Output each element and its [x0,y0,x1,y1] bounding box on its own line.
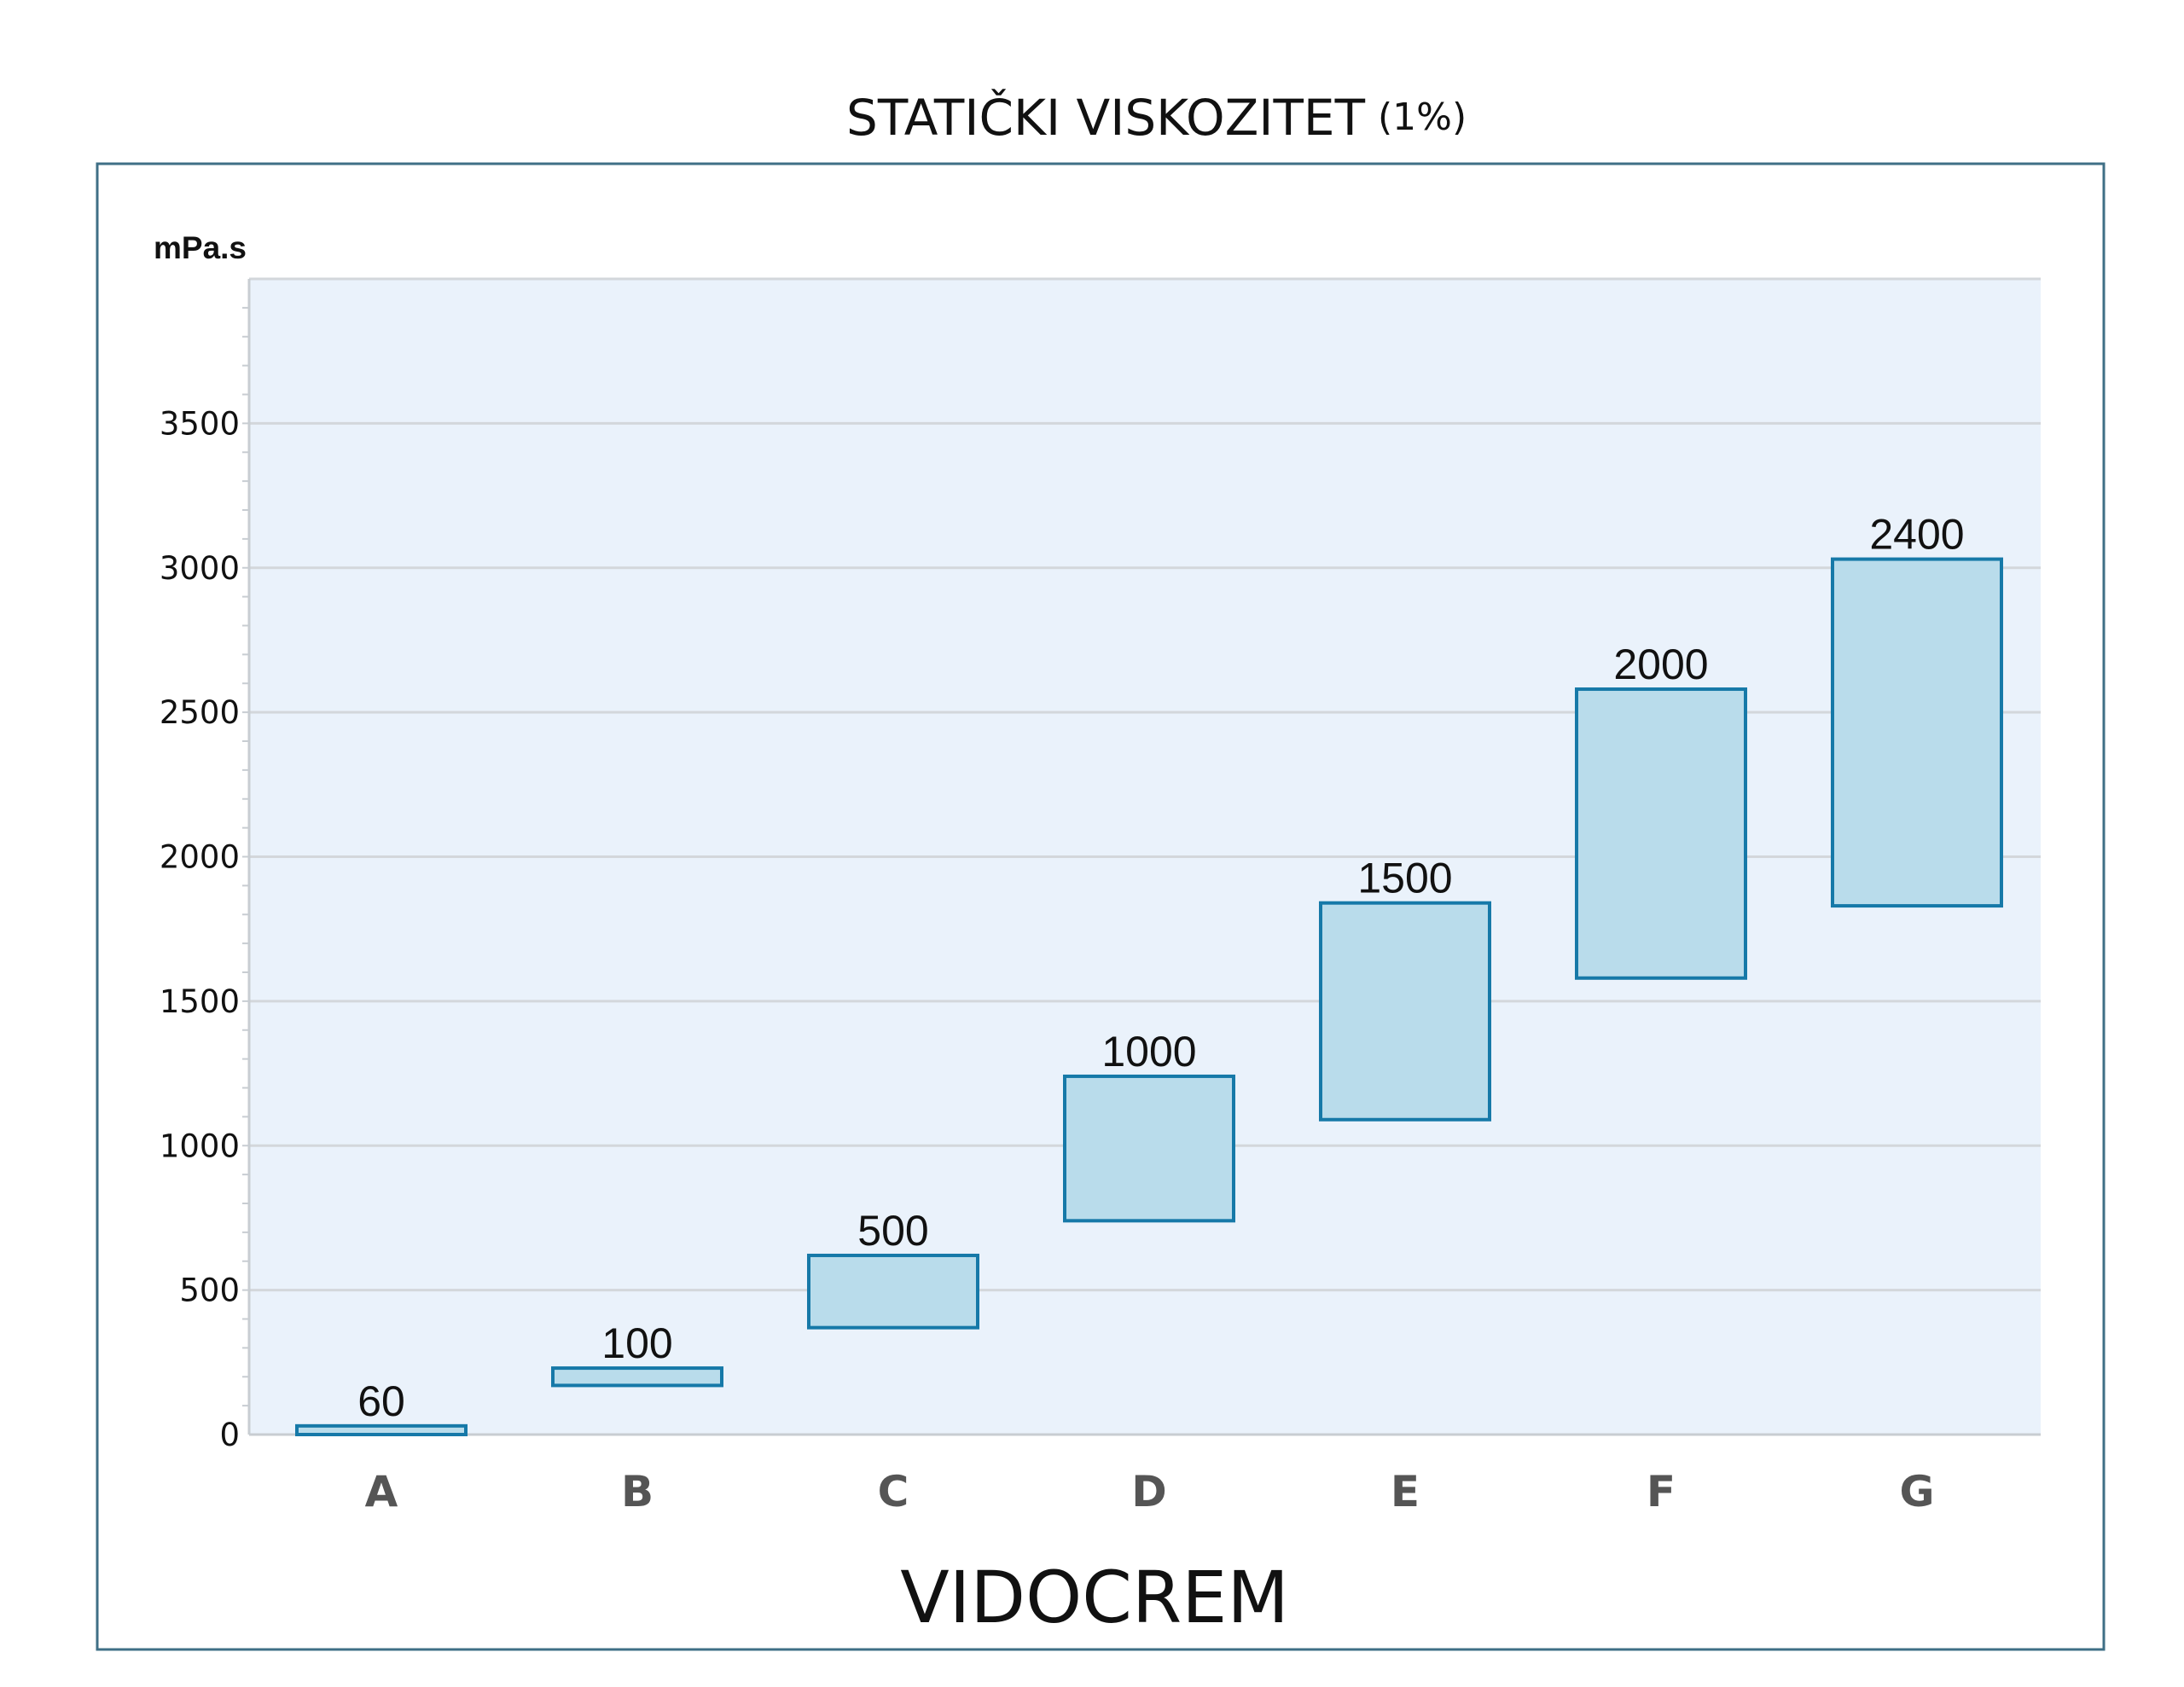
bar [551,1366,723,1388]
y-axis-minor-ticks [242,306,249,1407]
y-tick-label: 2500 [160,694,240,731]
bar [1319,901,1491,1122]
bar-value-label: 100 [601,1319,672,1367]
x-axis-title: VIDOCREM [900,1556,1289,1639]
chart-title: STATIČKI VISKOZITET [846,88,1366,147]
x-tick-label: C [878,1467,909,1516]
bar [295,1423,468,1437]
bar-value-label: 2000 [1613,641,1708,688]
x-tick-label: B [621,1467,653,1516]
bars [295,557,2003,1437]
x-tick-label: E [1391,1467,1420,1516]
grid-lines [249,277,2041,1292]
x-tick-label: F [1647,1467,1676,1516]
x-tick-label: D [1131,1467,1167,1516]
bar-value-label: 1000 [1101,1028,1196,1075]
x-tick-label: A [365,1467,398,1516]
chart-frame [96,162,2106,1651]
bar [1063,1074,1235,1223]
data-labels: 60 100 500 1000 1500 2000 2400 [357,511,1964,1425]
y-tick-label: 1000 [160,1128,240,1164]
bar-value-label: 60 [357,1377,405,1425]
bar [1575,687,1747,980]
y-tick-label: 500 [179,1272,240,1309]
y-tick-label: 1500 [160,983,240,1020]
bar-value-label: 500 [857,1207,928,1255]
y-tick-label: 3500 [160,405,240,442]
x-axis-ticks: A B C D E F G [365,1467,1935,1516]
y-tick-label: 2000 [160,839,240,876]
bar [807,1253,979,1330]
chart-subtitle: (1%) [1378,96,1467,139]
y-tick-label: 3000 [160,550,240,587]
y-axis-ticks: 0 500 1000 1500 2000 2500 3000 3500 [160,405,240,1453]
bar-value-label: 1500 [1357,855,1452,902]
bar-value-label: 2400 [1869,511,1964,559]
y-axis-unit-label: mPa.s [154,230,247,265]
bar [1831,557,2003,908]
x-tick-label: G [1899,1467,1934,1516]
y-tick-label: 0 [219,1417,240,1453]
